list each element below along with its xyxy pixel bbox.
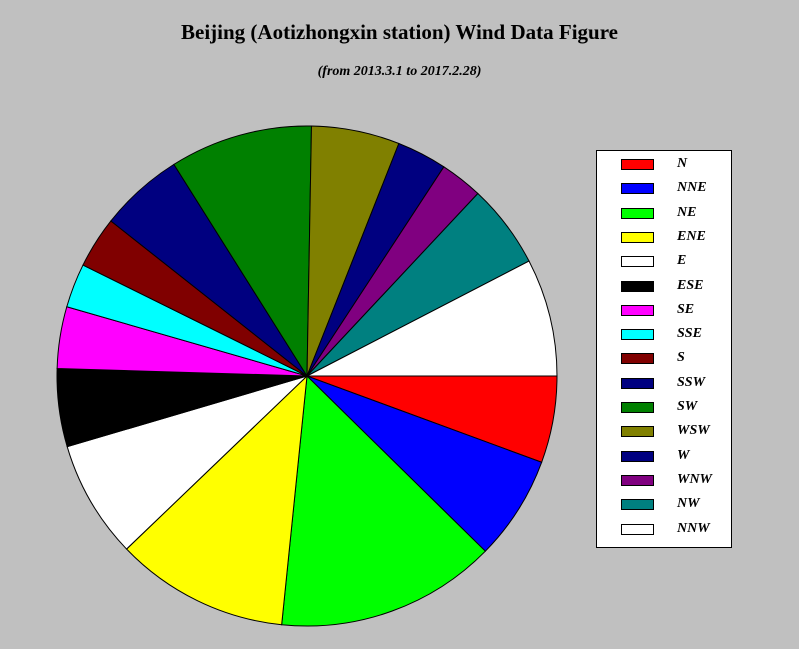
legend-item-wnw: WNW	[597, 471, 731, 497]
legend-item-nne: NNE	[597, 179, 731, 205]
legend-swatch	[621, 426, 654, 438]
legend-swatch	[621, 450, 654, 462]
legend-swatch	[621, 329, 654, 341]
legend-swatch	[621, 377, 654, 389]
chart-title: Beijing (Aotizhongxin station) Wind Data…	[181, 20, 618, 44]
legend-swatch	[621, 207, 654, 219]
pie-slice-e	[66, 375, 308, 550]
legend-item-ssw: SSW	[597, 374, 731, 400]
pie-slice-nnw	[306, 260, 558, 377]
legend-label: SSE	[677, 326, 702, 342]
legend-swatch	[621, 474, 654, 486]
legend-label: NE	[677, 204, 697, 220]
legend-swatch	[621, 280, 654, 292]
legend-swatch	[621, 256, 654, 268]
legend-item-ene: ENE	[597, 228, 731, 254]
legend-item-s: S	[597, 349, 731, 375]
legend-label: S	[677, 350, 685, 366]
legend-label: WSW	[677, 423, 710, 439]
legend-item-se: SE	[597, 301, 731, 327]
legend-swatch	[621, 523, 654, 535]
legend-label: SE	[677, 301, 695, 317]
legend-label: SSW	[677, 374, 706, 390]
legend-label: NNW	[677, 520, 710, 536]
legend-label: NNE	[677, 180, 707, 196]
legend-label: ENE	[677, 228, 706, 244]
legend-item-nw: NW	[597, 495, 731, 521]
pie-slice-ene	[125, 374, 308, 626]
legend: N NNE NE ENE E ESE SE SSE S SSW SW WSW W WNW NW NNW	[596, 150, 732, 548]
legend-label: W	[677, 447, 690, 463]
pie-slices	[56, 125, 558, 627]
legend-swatch	[621, 159, 654, 170]
legend-item-w: W	[597, 447, 731, 473]
pie-slice-nne	[306, 375, 543, 552]
legend-swatch	[621, 183, 654, 195]
legend-item-wsw: WSW	[597, 422, 731, 448]
legend-item-sw: SW	[597, 398, 731, 424]
chart-subtitle: (from 2013.3.1 to 2017.2.28)	[317, 64, 482, 79]
legend-item-ese: ESE	[597, 277, 731, 303]
pie-slice-sw	[173, 125, 312, 378]
legend-label: ESE	[677, 277, 704, 293]
legend-label: NW	[677, 496, 700, 512]
legend-item-e: E	[597, 252, 731, 278]
legend-label: SW	[677, 399, 698, 414]
legend-item-sse: SSE	[597, 325, 731, 351]
legend-label: WNW	[677, 471, 713, 487]
legend-swatch	[621, 353, 654, 365]
legend-label: N	[677, 156, 688, 171]
legend-swatch	[621, 402, 654, 413]
legend-label: E	[677, 253, 687, 269]
legend-item-n: N	[597, 155, 731, 181]
legend-swatch	[621, 499, 654, 511]
legend-swatch	[621, 231, 654, 243]
legend-item-ne: NE	[597, 204, 731, 230]
legend-item-nnw: NNW	[597, 520, 731, 546]
pie-slice-ne	[281, 374, 487, 627]
legend-swatch	[621, 304, 654, 316]
